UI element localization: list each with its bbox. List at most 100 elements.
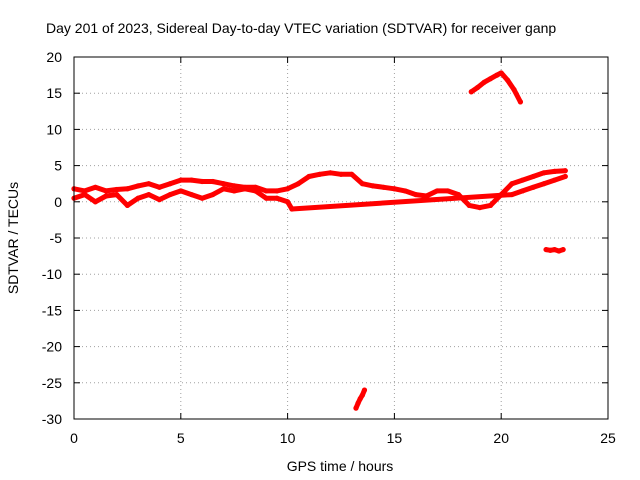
data-point bbox=[167, 191, 173, 198]
data-point bbox=[124, 186, 130, 192]
data-point bbox=[178, 177, 184, 183]
y-tick-label: -10 bbox=[42, 266, 62, 282]
data-point bbox=[220, 181, 227, 187]
data-point bbox=[156, 197, 163, 203]
data-point bbox=[135, 183, 141, 189]
data-point bbox=[509, 191, 515, 198]
series-line-main-trace-lower bbox=[71, 174, 568, 212]
data-point bbox=[359, 392, 365, 398]
data-point bbox=[481, 79, 487, 85]
data-point bbox=[355, 400, 361, 406]
data-point bbox=[156, 184, 163, 190]
data-point bbox=[295, 181, 301, 187]
data-point bbox=[338, 171, 344, 177]
data-point bbox=[494, 72, 500, 78]
x-tick-label: 0 bbox=[70, 430, 78, 446]
data-point bbox=[146, 191, 152, 198]
y-axis-label: SDTVAR / TECUs bbox=[5, 182, 21, 294]
data-point bbox=[511, 86, 517, 93]
data-point bbox=[466, 202, 472, 209]
y-tick-label: -25 bbox=[42, 375, 62, 391]
data-point bbox=[210, 178, 216, 185]
data-point bbox=[306, 173, 312, 180]
data-point bbox=[402, 188, 408, 194]
x-tick-label: 15 bbox=[387, 430, 403, 446]
data-point bbox=[381, 184, 387, 190]
data-point bbox=[423, 193, 430, 199]
data-point bbox=[505, 77, 511, 83]
data-point bbox=[285, 199, 291, 205]
data-point bbox=[103, 188, 109, 194]
y-tick-label: -5 bbox=[50, 230, 63, 246]
data-point bbox=[530, 173, 536, 180]
y-tick-label: 10 bbox=[46, 121, 62, 137]
y-tick-label: -30 bbox=[42, 411, 62, 427]
data-point bbox=[274, 195, 280, 201]
data-point bbox=[361, 387, 368, 393]
x-axis-label: GPS time / hours bbox=[287, 458, 394, 474]
y-tick-label: 0 bbox=[54, 194, 62, 210]
data-point bbox=[487, 202, 494, 209]
y-tick-label: -15 bbox=[42, 302, 62, 318]
data-point bbox=[167, 181, 173, 187]
data-point bbox=[413, 191, 419, 198]
data-point bbox=[517, 99, 524, 105]
data-point bbox=[543, 246, 549, 253]
y-tick-label: 15 bbox=[46, 85, 62, 101]
data-point bbox=[541, 170, 547, 176]
data-point bbox=[135, 195, 141, 201]
data-point bbox=[103, 193, 109, 199]
x-tick-label: 25 bbox=[600, 430, 616, 446]
data-point bbox=[188, 191, 195, 198]
data-point bbox=[370, 183, 376, 189]
data-point bbox=[477, 204, 483, 211]
data-point bbox=[242, 186, 248, 192]
data-point bbox=[562, 173, 568, 180]
data-point bbox=[556, 248, 562, 254]
y-tick-label: -20 bbox=[42, 339, 62, 355]
x-tick-label: 10 bbox=[280, 430, 296, 446]
data-point bbox=[114, 191, 120, 198]
grid-layer bbox=[74, 57, 608, 419]
data-point bbox=[552, 246, 558, 253]
data-point bbox=[274, 188, 280, 194]
x-tick-label: 20 bbox=[493, 430, 509, 446]
data-point bbox=[231, 188, 237, 194]
data-point bbox=[349, 171, 355, 177]
y-tick-label: 20 bbox=[46, 49, 62, 65]
chart-title: Day 201 of 2023, Sidereal Day-to-day VTE… bbox=[46, 20, 556, 36]
data-point bbox=[124, 202, 130, 209]
data-point bbox=[317, 171, 323, 177]
data-point bbox=[82, 191, 88, 198]
data-point bbox=[252, 188, 259, 194]
data-point bbox=[263, 188, 269, 194]
data-point bbox=[285, 186, 291, 192]
data-point bbox=[82, 188, 88, 194]
data-point bbox=[146, 181, 152, 187]
data-point bbox=[359, 181, 365, 187]
data-point bbox=[188, 177, 195, 183]
data-point bbox=[353, 405, 359, 411]
data-layer bbox=[71, 70, 568, 411]
data-point bbox=[562, 168, 568, 174]
data-point bbox=[199, 195, 205, 201]
y-tick-label: 5 bbox=[54, 158, 62, 174]
data-point bbox=[199, 178, 205, 185]
data-point bbox=[220, 186, 227, 192]
data-point bbox=[468, 89, 474, 95]
x-tick-label: 5 bbox=[177, 430, 185, 446]
data-point bbox=[519, 188, 526, 194]
data-point bbox=[434, 188, 440, 194]
data-point bbox=[552, 177, 558, 183]
data-point bbox=[210, 191, 216, 198]
data-point bbox=[92, 199, 98, 205]
data-point bbox=[178, 188, 184, 194]
data-point bbox=[114, 186, 120, 193]
data-point bbox=[509, 181, 515, 187]
data-point bbox=[445, 188, 451, 194]
data-point bbox=[475, 84, 481, 91]
data-point bbox=[391, 186, 397, 192]
data-point bbox=[263, 195, 269, 201]
data-point bbox=[560, 246, 566, 253]
